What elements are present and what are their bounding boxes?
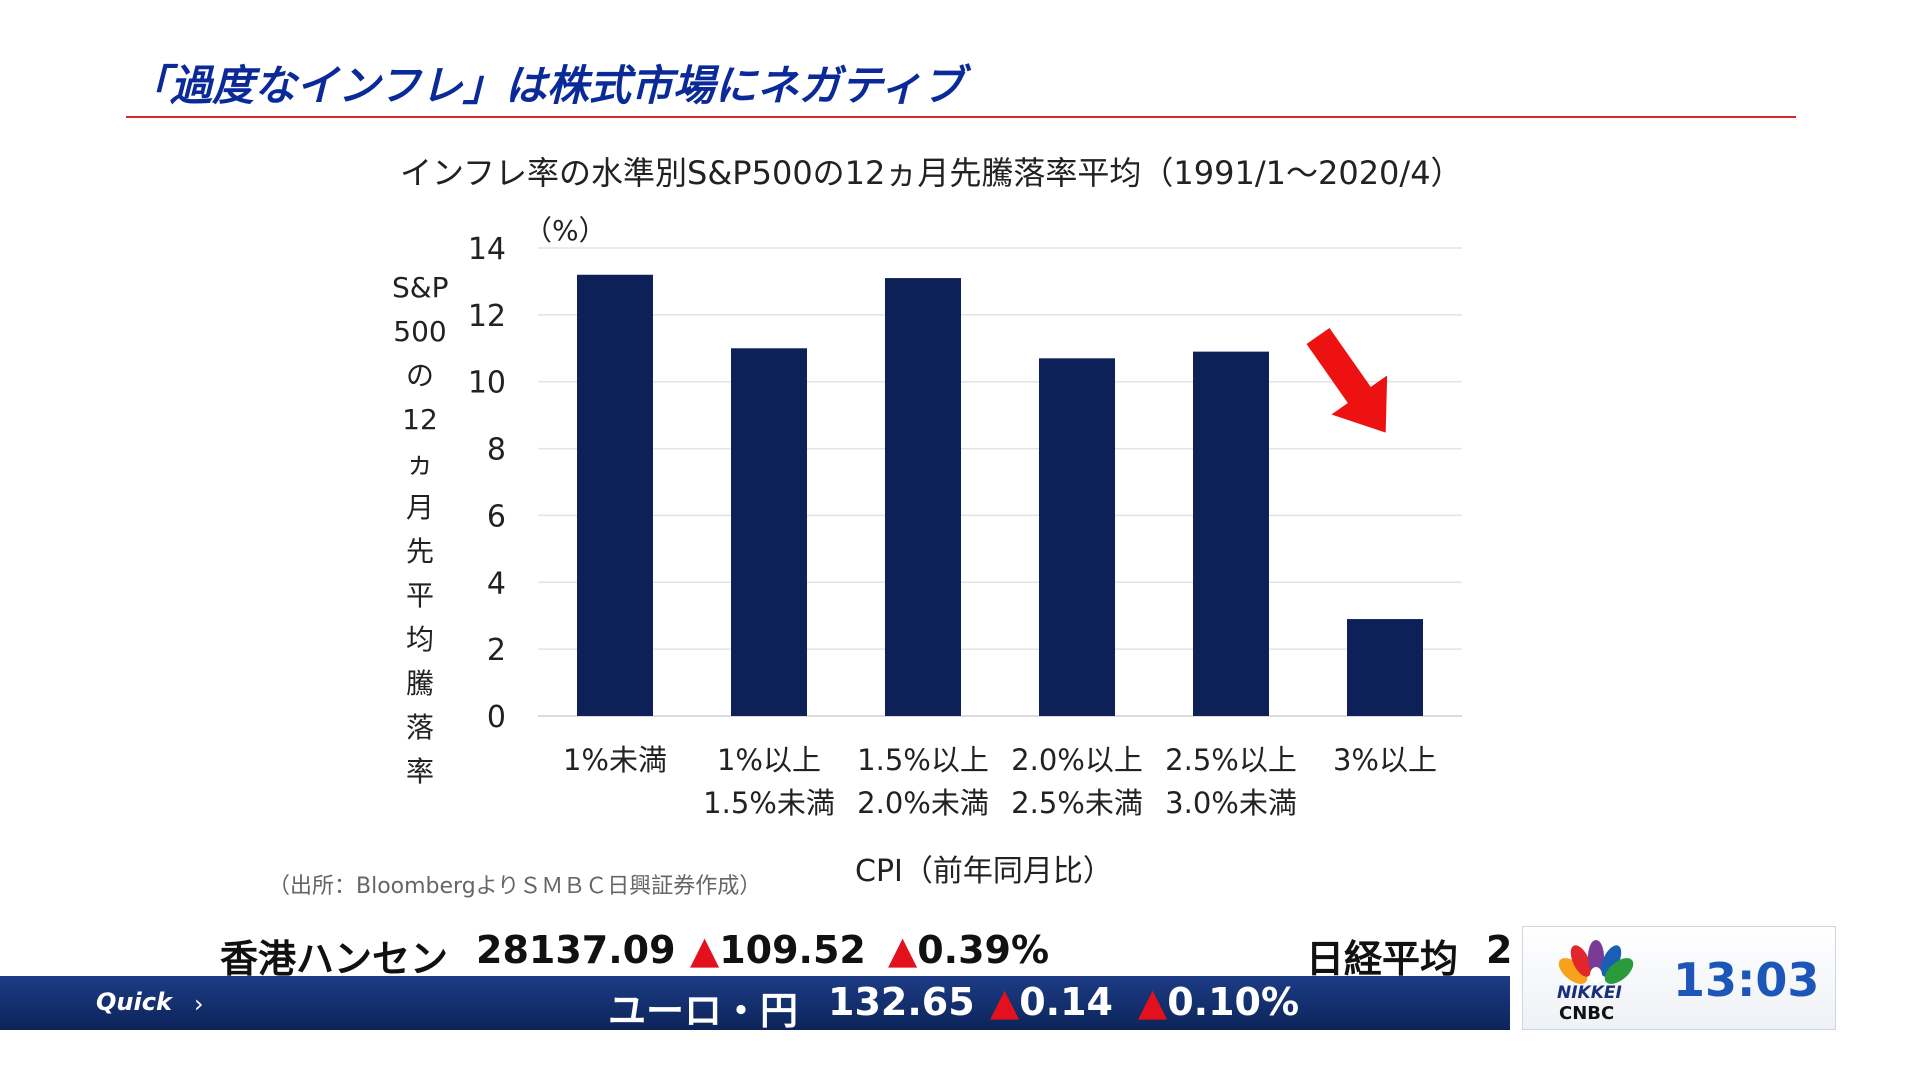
x-tick-label-line2: 2.5%未満 [1011, 786, 1143, 820]
bar [1347, 619, 1423, 716]
bar [1193, 351, 1269, 716]
ticker-index-change: ▲109.52 [690, 928, 866, 972]
bar [885, 278, 961, 716]
y-tick-label: 14 [468, 232, 506, 267]
up-triangle-icon: ▲ [990, 980, 1020, 1024]
y-axis-label-char: 月 [405, 491, 434, 524]
quick-label: Quick [96, 988, 172, 1016]
bar [577, 274, 653, 716]
y-axis-label-char: S&P [392, 271, 449, 304]
ticker-fx-value: 132.65 [828, 980, 975, 1024]
ticker-index2-name: 日経平均 [1306, 937, 1459, 981]
x-tick-label: 1%未満 [563, 743, 667, 777]
y-tick-label: 2 [487, 633, 506, 668]
y-tick-label: 8 [487, 433, 506, 468]
x-tick-label: 3%以上 [1333, 743, 1437, 777]
x-tick-label-line2: 3.0%未満 [1165, 786, 1297, 820]
clock: 13:03 [1673, 953, 1820, 1007]
x-tick-label: 2.0%以上 [1011, 743, 1143, 777]
ticker-top-row: 香港ハンセン 28137.09 ▲109.52 ▲0.39% 日経平均 2 [0, 928, 1513, 981]
slide-title: 「過度なインフレ」は株式市場にネガティブ [128, 61, 965, 110]
source-note: （出所：BloombergよりＳＭＢＣ日興証券作成） [268, 874, 762, 899]
logo-text-cnbc: CNBC [1559, 1003, 1615, 1024]
y-axis-label-char: ヵ [405, 447, 434, 480]
y-axis-label: S&P 500 の 12 ヵ月先平均騰落率 [392, 266, 449, 794]
x-tick-label: 2.5%以上 [1165, 743, 1297, 777]
ticker-index2-value: 2 [1486, 928, 1513, 972]
chevron-right-icon: › [194, 990, 204, 1018]
x-tick-label: 1.5%以上 [857, 743, 989, 777]
x-tick-label-line2: 1.5%未満 [703, 786, 835, 820]
peacock-logo-icon [1558, 940, 1634, 984]
y-axis-label-char: 落 [405, 711, 434, 744]
ticker-index-value: 28137.09 [476, 928, 676, 972]
up-triangle-icon: ▲ [888, 928, 918, 972]
ticker-fx-pct: ▲0.10% [1138, 980, 1300, 1024]
y-axis-label-char: 先 [405, 535, 434, 568]
y-axis-label-char: 騰 [405, 667, 434, 700]
y-tick-label: 4 [487, 566, 506, 601]
chart-title: インフレ率の水準別S&P500の12ヵ月先騰落率平均（1991/1～2020/4… [400, 154, 1463, 192]
y-tick-label: 0 [487, 700, 506, 735]
y-tick-label: 10 [468, 366, 506, 401]
ticker-fx-change: ▲0.14 [990, 980, 1113, 1024]
x-axis-label: CPI（前年同月比） [855, 854, 1113, 889]
y-axis-label-char: の [405, 359, 434, 392]
bar [1039, 358, 1115, 716]
y-axis-label-char: 500 [393, 315, 447, 348]
red-arrow-down-icon [1306, 327, 1388, 433]
ticker-index-pct: ▲0.39% [888, 928, 1050, 972]
arrow-shape [1306, 327, 1388, 433]
y-tick-label: 6 [487, 499, 506, 534]
title-rule [126, 116, 1796, 118]
y-axis-label-char: 12 [402, 403, 438, 436]
bar-chart: 0 2 4 6 8 10 12 14 （%） 1%未満 1%以上 1.5%未満 1.5%以上 2.0%未満… [468, 214, 1462, 820]
y-axis-label-char: 均 [405, 623, 434, 656]
bar [731, 348, 807, 716]
ticker-index-name: 香港ハンセン [220, 937, 449, 981]
y-axis-label-char: 率 [405, 755, 434, 788]
logo-text-nikkei: NIKKEI [1557, 983, 1622, 1003]
x-tick-label: 1%以上 [717, 743, 821, 777]
x-tick-label-line2: 2.0%未満 [857, 786, 989, 820]
y-tick-label: 12 [468, 299, 506, 334]
ticker-fx-name: ユーロ・円 [608, 989, 799, 1033]
up-triangle-icon: ▲ [690, 928, 720, 972]
unit-label: （%） [524, 214, 607, 247]
channel-logo-box: NIKKEI CNBC 13:03 [1522, 926, 1836, 1030]
up-triangle-icon: ▲ [1138, 980, 1168, 1024]
y-axis-label-char: 平 [405, 579, 434, 612]
ticker-bottom-row: Quick › ユーロ・円 132.65 ▲0.14 ▲0.10% [0, 976, 1510, 1033]
